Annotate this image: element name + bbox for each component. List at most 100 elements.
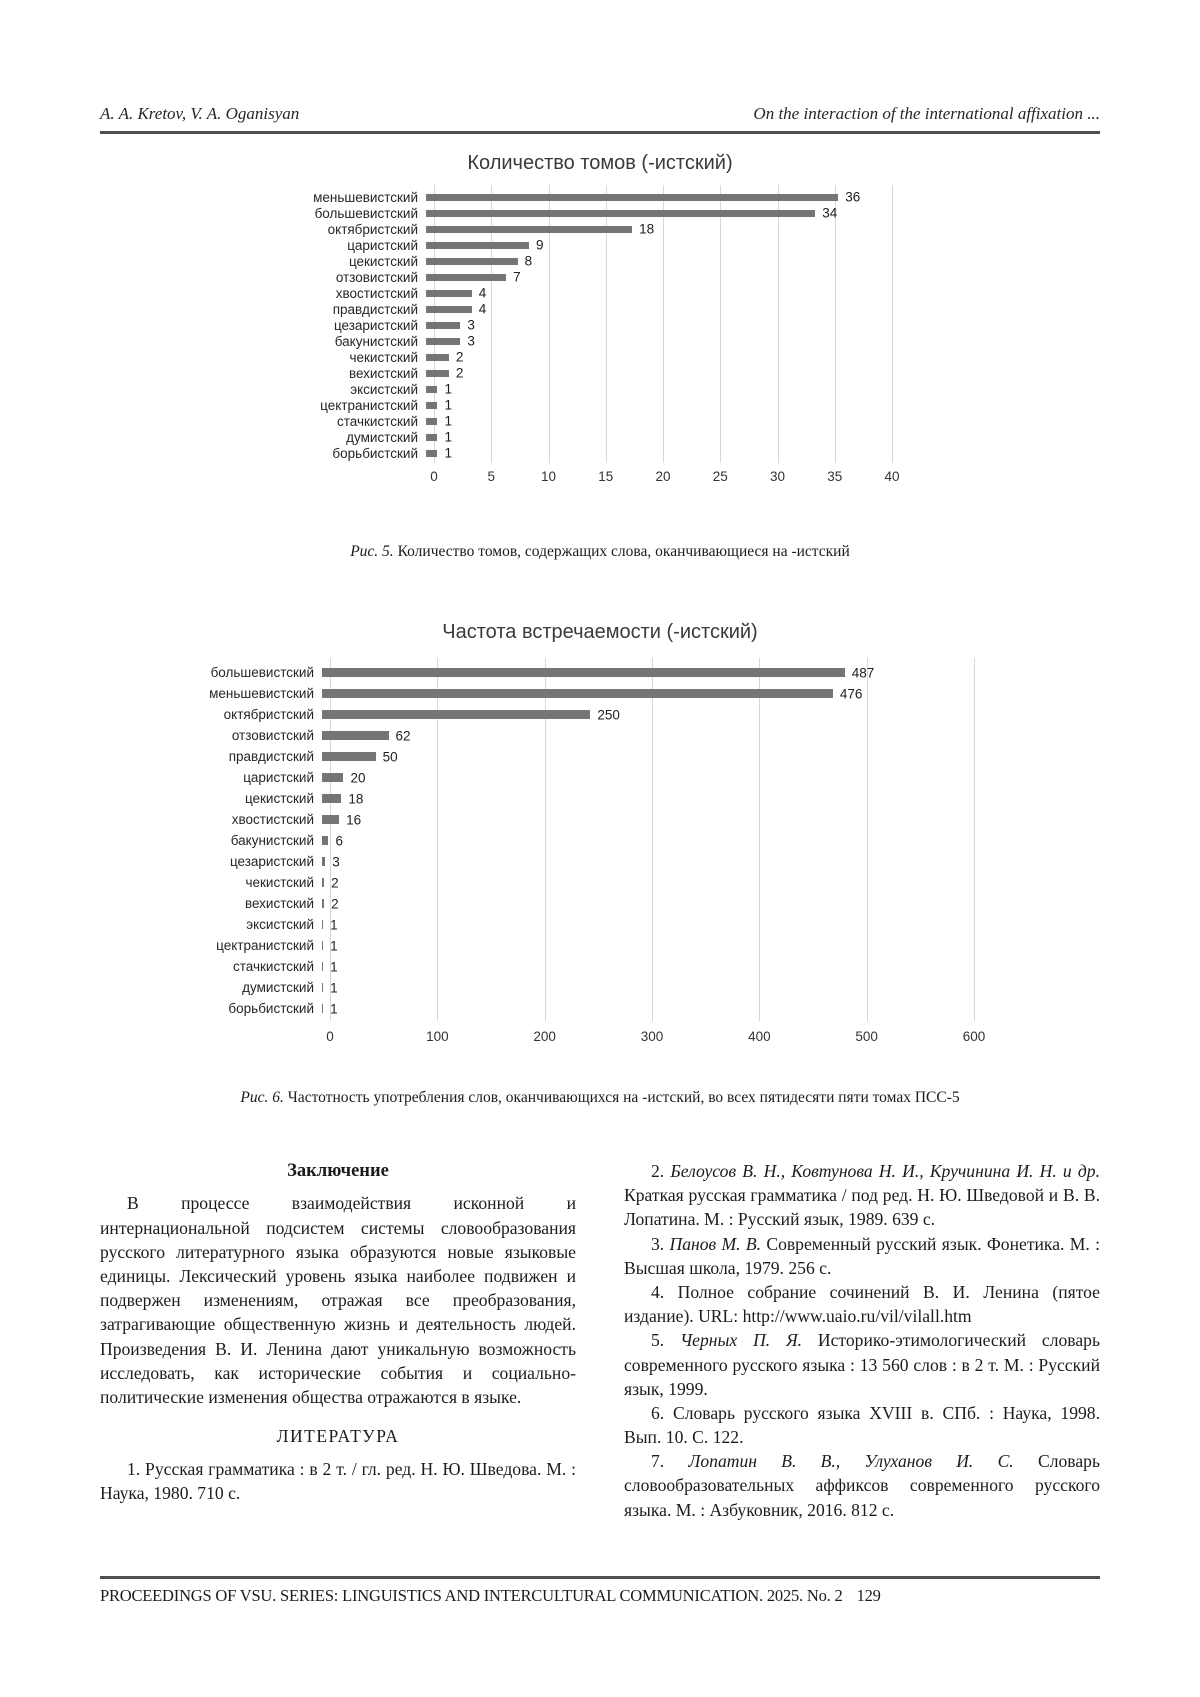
bar [426,241,530,249]
bar-row: меньшевистский 476 [182,683,1018,704]
category-label: думистский [242,980,314,995]
category-label: цектранистский [216,938,314,953]
figure-5-caption: Рис. 5. Количество томов, содержащих сло… [100,543,1100,561]
x-tick-label: 100 [426,1029,449,1044]
footer-line: PROCEEDINGS OF VSU. SERIES: LINGUISTICS … [100,1586,1100,1606]
bar [322,668,845,677]
value-label: 1 [444,381,452,397]
category-label: цектранистский [320,397,418,413]
bar [322,1004,324,1013]
value-label: 1 [444,429,452,445]
bar-track: 1 [322,998,966,1019]
value-label: 2 [331,875,339,890]
bar-track: 62 [322,725,966,746]
bar-track: 1 [426,413,884,429]
bar [322,710,591,719]
bar-row: цезаристский 3 [276,317,924,333]
bar [426,193,839,201]
x-tick-label: 5 [487,469,496,484]
bar [322,941,324,950]
gridline [777,185,779,463]
chart-frequency: Частота встречаемости (-истский) большев… [182,621,1018,1047]
bar [426,369,449,377]
bar [426,289,472,297]
category-label: октябристский [327,221,418,237]
value-label: 2 [455,365,464,381]
gridline [720,185,722,463]
category-label: думистский [346,429,418,445]
bar-row: хвостистский 16 [182,809,1018,830]
bar-track: 1 [426,397,884,413]
category-label: стачкистский [337,413,418,429]
category-label: хвостистский [335,285,418,301]
bar [322,689,833,698]
category-label: цекистский [348,253,418,269]
bar-row: цектранистский 1 [276,397,924,413]
literature-heading: ЛИТЕРАТУРА [276,1426,400,1447]
reference-authors: Белоусов В. Н., Ковтунова Н. И., Кручини… [670,1161,1100,1181]
category-label: борьбистский [332,445,418,461]
bar [322,794,342,803]
value-label: 18 [348,791,364,806]
bar-row: октябристский 18 [276,221,924,237]
bar [322,983,324,992]
reference-item: 7. Лопатин В. В., Улуханов И. С. Словарь… [624,1451,1100,1520]
bar-track: 2 [322,872,966,893]
bar-track: 50 [322,746,966,767]
bar-row: борьбистский 1 [182,998,1018,1019]
x-tick-label: 30 [769,469,786,484]
bar-row: эксистский 1 [276,381,924,397]
value-label: 1 [444,445,452,461]
x-tick-label: 15 [598,469,614,484]
gridline [544,658,546,1021]
chart-x-axis: 0 5 10 15 20 25 30 35 40 [430,469,899,487]
category-label: правдистский [228,749,314,764]
gridline [834,185,836,463]
bar-row: бакунистский 6 [182,830,1018,851]
bar [322,752,376,761]
category-label: бакунистский [230,833,314,848]
running-head-title: On the interaction of the international … [753,104,1100,123]
bar-track: 2 [426,349,884,365]
category-label: цезаристский [229,854,314,869]
reference-item: 4. Полное собрание сочинений В. И. Ленин… [624,1281,1100,1327]
reference-authors: Панов М. В. [669,1233,762,1254]
page-footer: PROCEEDINGS OF VSU. SERIES: LINGUISTICS … [100,1576,1100,1606]
bar [426,401,438,409]
footer-rule [100,1576,1100,1579]
value-label: 2 [331,896,339,911]
category-label: октябристский [223,707,314,722]
bar-row: цекистский 8 [276,253,924,269]
bar-track: 476 [322,683,966,704]
bar-row: правдистский 50 [182,746,1018,767]
running-head-authors: A. A. Kretov, V. A. Oganisyan [100,104,300,123]
bar-track: 250 [322,704,966,725]
bar [426,353,449,361]
bar-track: 6 [322,830,966,851]
gridline [605,185,607,463]
figure-6-caption: Рис. 6. Частотность употребления слов, о… [100,1089,1100,1107]
bar-track: 4 [426,301,884,317]
bar [426,305,472,313]
running-head: A. A. Kretov, V. A. Oganisyan On the int… [100,104,1100,131]
bar [322,920,324,929]
footer-journal-title: PROCEEDINGS OF VSU. SERIES: LINGUISTICS … [100,1585,843,1605]
x-tick-label: 400 [748,1029,771,1044]
category-label: эксистский [350,381,418,397]
gridline [330,658,331,1021]
bar-track: 1 [322,935,966,956]
value-label: 487 [851,665,875,680]
value-label: 1 [330,980,338,995]
bar-row: меньшевистский 36 [276,189,924,205]
value-label: 7 [513,269,521,285]
category-label: меньшевистский [313,189,418,205]
chart-plot-area: меньшевистский 36 большевистский 34 октя… [276,185,924,463]
bar [426,385,438,393]
category-label: стачкистский [233,959,314,974]
bar-track: 1 [426,445,884,461]
value-label: 1 [330,959,338,974]
figure-5-caption-text: Количество томов, содержащих слова, окан… [397,543,850,560]
bar-track: 487 [322,662,966,683]
category-label: цезаристский [333,317,418,333]
